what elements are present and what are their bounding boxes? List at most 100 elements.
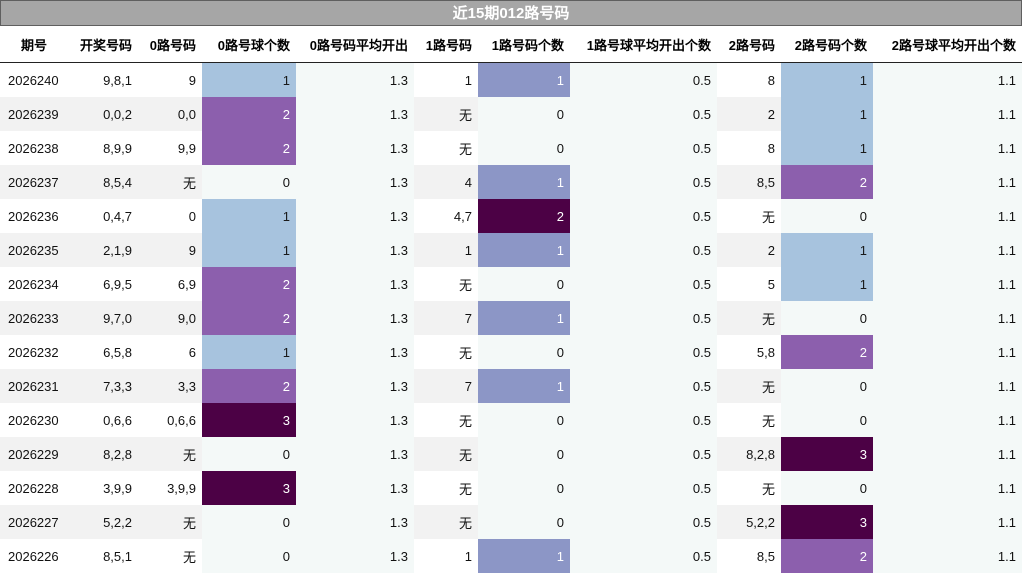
cell-route2-number: 无 [717,369,781,403]
cell-route0-count: 2 [202,97,296,131]
cell-route0-count: 0 [202,539,296,573]
cell-route1-average: 0.5 [570,233,717,267]
cell-route2-count: 1 [781,63,873,98]
cell-route2-count: 1 [781,131,873,165]
cell-period: 2026228 [0,471,68,505]
cell-route0-number: 无 [138,165,202,199]
column-header-route0-count: 0路号球个数 [202,26,296,63]
cell-route0-number: 无 [138,539,202,573]
cell-route2-average: 1.1 [873,539,1022,573]
cell-route2-average: 1.1 [873,199,1022,233]
cell-route2-number: 5 [717,267,781,301]
cell-route2-count: 3 [781,437,873,471]
cell-route1-number: 1 [414,63,478,98]
cell-route1-count: 1 [478,369,570,403]
column-header-route2-number: 2路号码 [717,26,781,63]
cell-route1-count: 0 [478,335,570,369]
cell-draw-number: 7,3,3 [68,369,138,403]
cell-period: 2026231 [0,369,68,403]
cell-route2-average: 1.1 [873,369,1022,403]
cell-route1-number: 无 [414,97,478,131]
cell-route1-average: 0.5 [570,165,717,199]
cell-route1-count: 1 [478,233,570,267]
cell-period: 2026233 [0,301,68,335]
column-header-route0-number: 0路号码 [138,26,202,63]
cell-route2-number: 无 [717,471,781,505]
cell-route2-count: 0 [781,301,873,335]
cell-draw-number: 2,1,9 [68,233,138,267]
cell-route1-number: 无 [414,131,478,165]
cell-route0-number: 3,9,9 [138,471,202,505]
cell-route0-number: 9 [138,63,202,98]
cell-route2-count: 0 [781,403,873,437]
cell-route1-count: 0 [478,505,570,539]
cell-route2-number: 无 [717,301,781,335]
cell-route2-average: 1.1 [873,335,1022,369]
cell-period: 2026234 [0,267,68,301]
cell-draw-number: 8,9,9 [68,131,138,165]
cell-route2-count: 1 [781,267,873,301]
cell-route0-average: 1.3 [296,97,414,131]
cell-route0-count: 2 [202,267,296,301]
cell-route0-average: 1.3 [296,63,414,98]
cell-route2-number: 8,5 [717,165,781,199]
cell-route0-count: 1 [202,63,296,98]
cell-route1-number: 4,7 [414,199,478,233]
cell-route1-number: 4 [414,165,478,199]
cell-route2-count: 0 [781,369,873,403]
cell-route0-count: 0 [202,505,296,539]
cell-draw-number: 6,9,5 [68,267,138,301]
cell-route2-average: 1.1 [873,63,1022,98]
cell-period: 2026227 [0,505,68,539]
cell-route1-average: 0.5 [570,97,717,131]
cell-route1-average: 0.5 [570,63,717,98]
cell-period: 2026238 [0,131,68,165]
cell-route1-count: 0 [478,97,570,131]
cell-draw-number: 9,8,1 [68,63,138,98]
cell-draw-number: 5,2,2 [68,505,138,539]
cell-route2-number: 无 [717,199,781,233]
cell-route2-average: 1.1 [873,131,1022,165]
cell-route2-count: 3 [781,505,873,539]
cell-draw-number: 9,7,0 [68,301,138,335]
cell-route1-number: 7 [414,369,478,403]
cell-route2-number: 8,5 [717,539,781,573]
cell-period: 2026235 [0,233,68,267]
cell-route0-average: 1.3 [296,131,414,165]
cell-route0-average: 1.3 [296,165,414,199]
cell-route0-number: 6 [138,335,202,369]
cell-route2-count: 2 [781,539,873,573]
column-header-route0-average: 0路号码平均开出 [296,26,414,63]
cell-route0-average: 1.3 [296,437,414,471]
cell-route1-count: 1 [478,301,570,335]
cell-route0-number: 9 [138,233,202,267]
cell-route0-count: 1 [202,199,296,233]
column-header-route1-number: 1路号码 [414,26,478,63]
cell-route0-count: 1 [202,335,296,369]
cell-route2-count: 2 [781,165,873,199]
cell-route1-number: 无 [414,505,478,539]
column-header-draw-number: 开奖号码 [68,26,138,63]
cell-period: 2026236 [0,199,68,233]
cell-period: 2026237 [0,165,68,199]
cell-route1-average: 0.5 [570,471,717,505]
cell-route0-number: 0 [138,199,202,233]
cell-route0-count: 2 [202,369,296,403]
cell-route0-average: 1.3 [296,267,414,301]
cell-period: 2026239 [0,97,68,131]
column-header-route1-count: 1路号码个数 [478,26,570,63]
cell-route2-average: 1.1 [873,403,1022,437]
cell-route1-number: 1 [414,233,478,267]
cell-period: 2026226 [0,539,68,573]
cell-period: 2026240 [0,63,68,98]
cell-route1-number: 1 [414,539,478,573]
